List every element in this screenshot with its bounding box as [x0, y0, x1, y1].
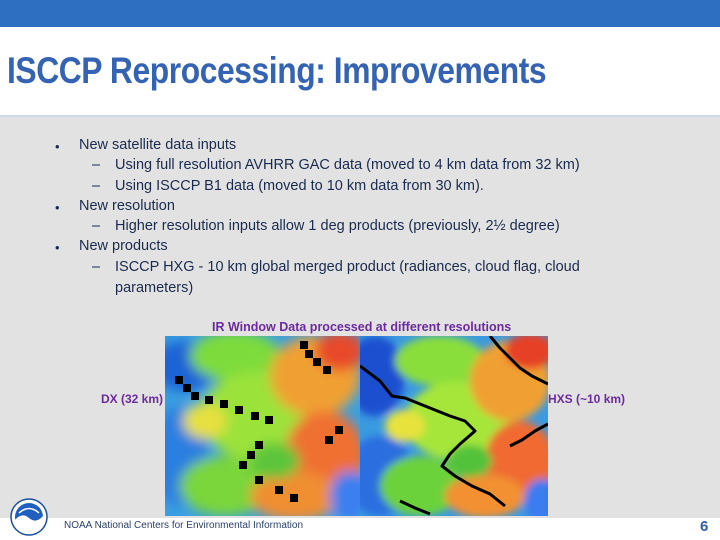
sub-bullet-dash: –	[92, 157, 101, 173]
sub-bullet-hxg-line2: parameters)	[115, 280, 194, 296]
sub-bullet-hxg-line1: ISCCP HXG - 10 km global merged product …	[115, 259, 580, 275]
slide-title: ISCCP Reprocessing: Improvements	[7, 50, 547, 91]
figure-title: IR Window Data processed at different re…	[212, 320, 512, 334]
sub-bullet-dash: –	[92, 218, 101, 234]
bullet-text-satellite-inputs: New satellite data inputs	[79, 137, 237, 153]
sub-bullet-dash: –	[92, 178, 101, 194]
title-band	[0, 27, 720, 117]
sub-bullet-dash: –	[92, 259, 101, 275]
figure-label-hxs: HXS (~10 km)	[548, 392, 626, 406]
top-accent-bar	[0, 0, 720, 27]
sub-bullet-avhrr: Using full resolution AVHRR GAC data (mo…	[115, 157, 580, 173]
footer-org-name: NOAA National Centers for Environmental …	[64, 520, 303, 531]
bullet-marker: •	[55, 240, 60, 255]
bullet-marker: •	[55, 200, 60, 215]
bullet-marker: •	[55, 139, 60, 154]
bullet-text-products: New products	[79, 238, 168, 254]
sub-bullet-b1: Using ISCCP B1 data (moved to 10 km data…	[115, 178, 484, 194]
title-divider	[0, 115, 720, 117]
figure-label-dx: DX (32 km)	[101, 392, 164, 406]
ir-map-hxs-image	[360, 336, 548, 516]
noaa-logo-icon	[10, 498, 48, 536]
footer-band	[0, 518, 720, 540]
bullet-text-resolution: New resolution	[79, 198, 175, 214]
sub-bullet-1deg: Higher resolution inputs allow 1 deg pro…	[115, 218, 560, 234]
page-number: 6	[700, 518, 709, 535]
ir-map-dx-image	[165, 336, 360, 516]
